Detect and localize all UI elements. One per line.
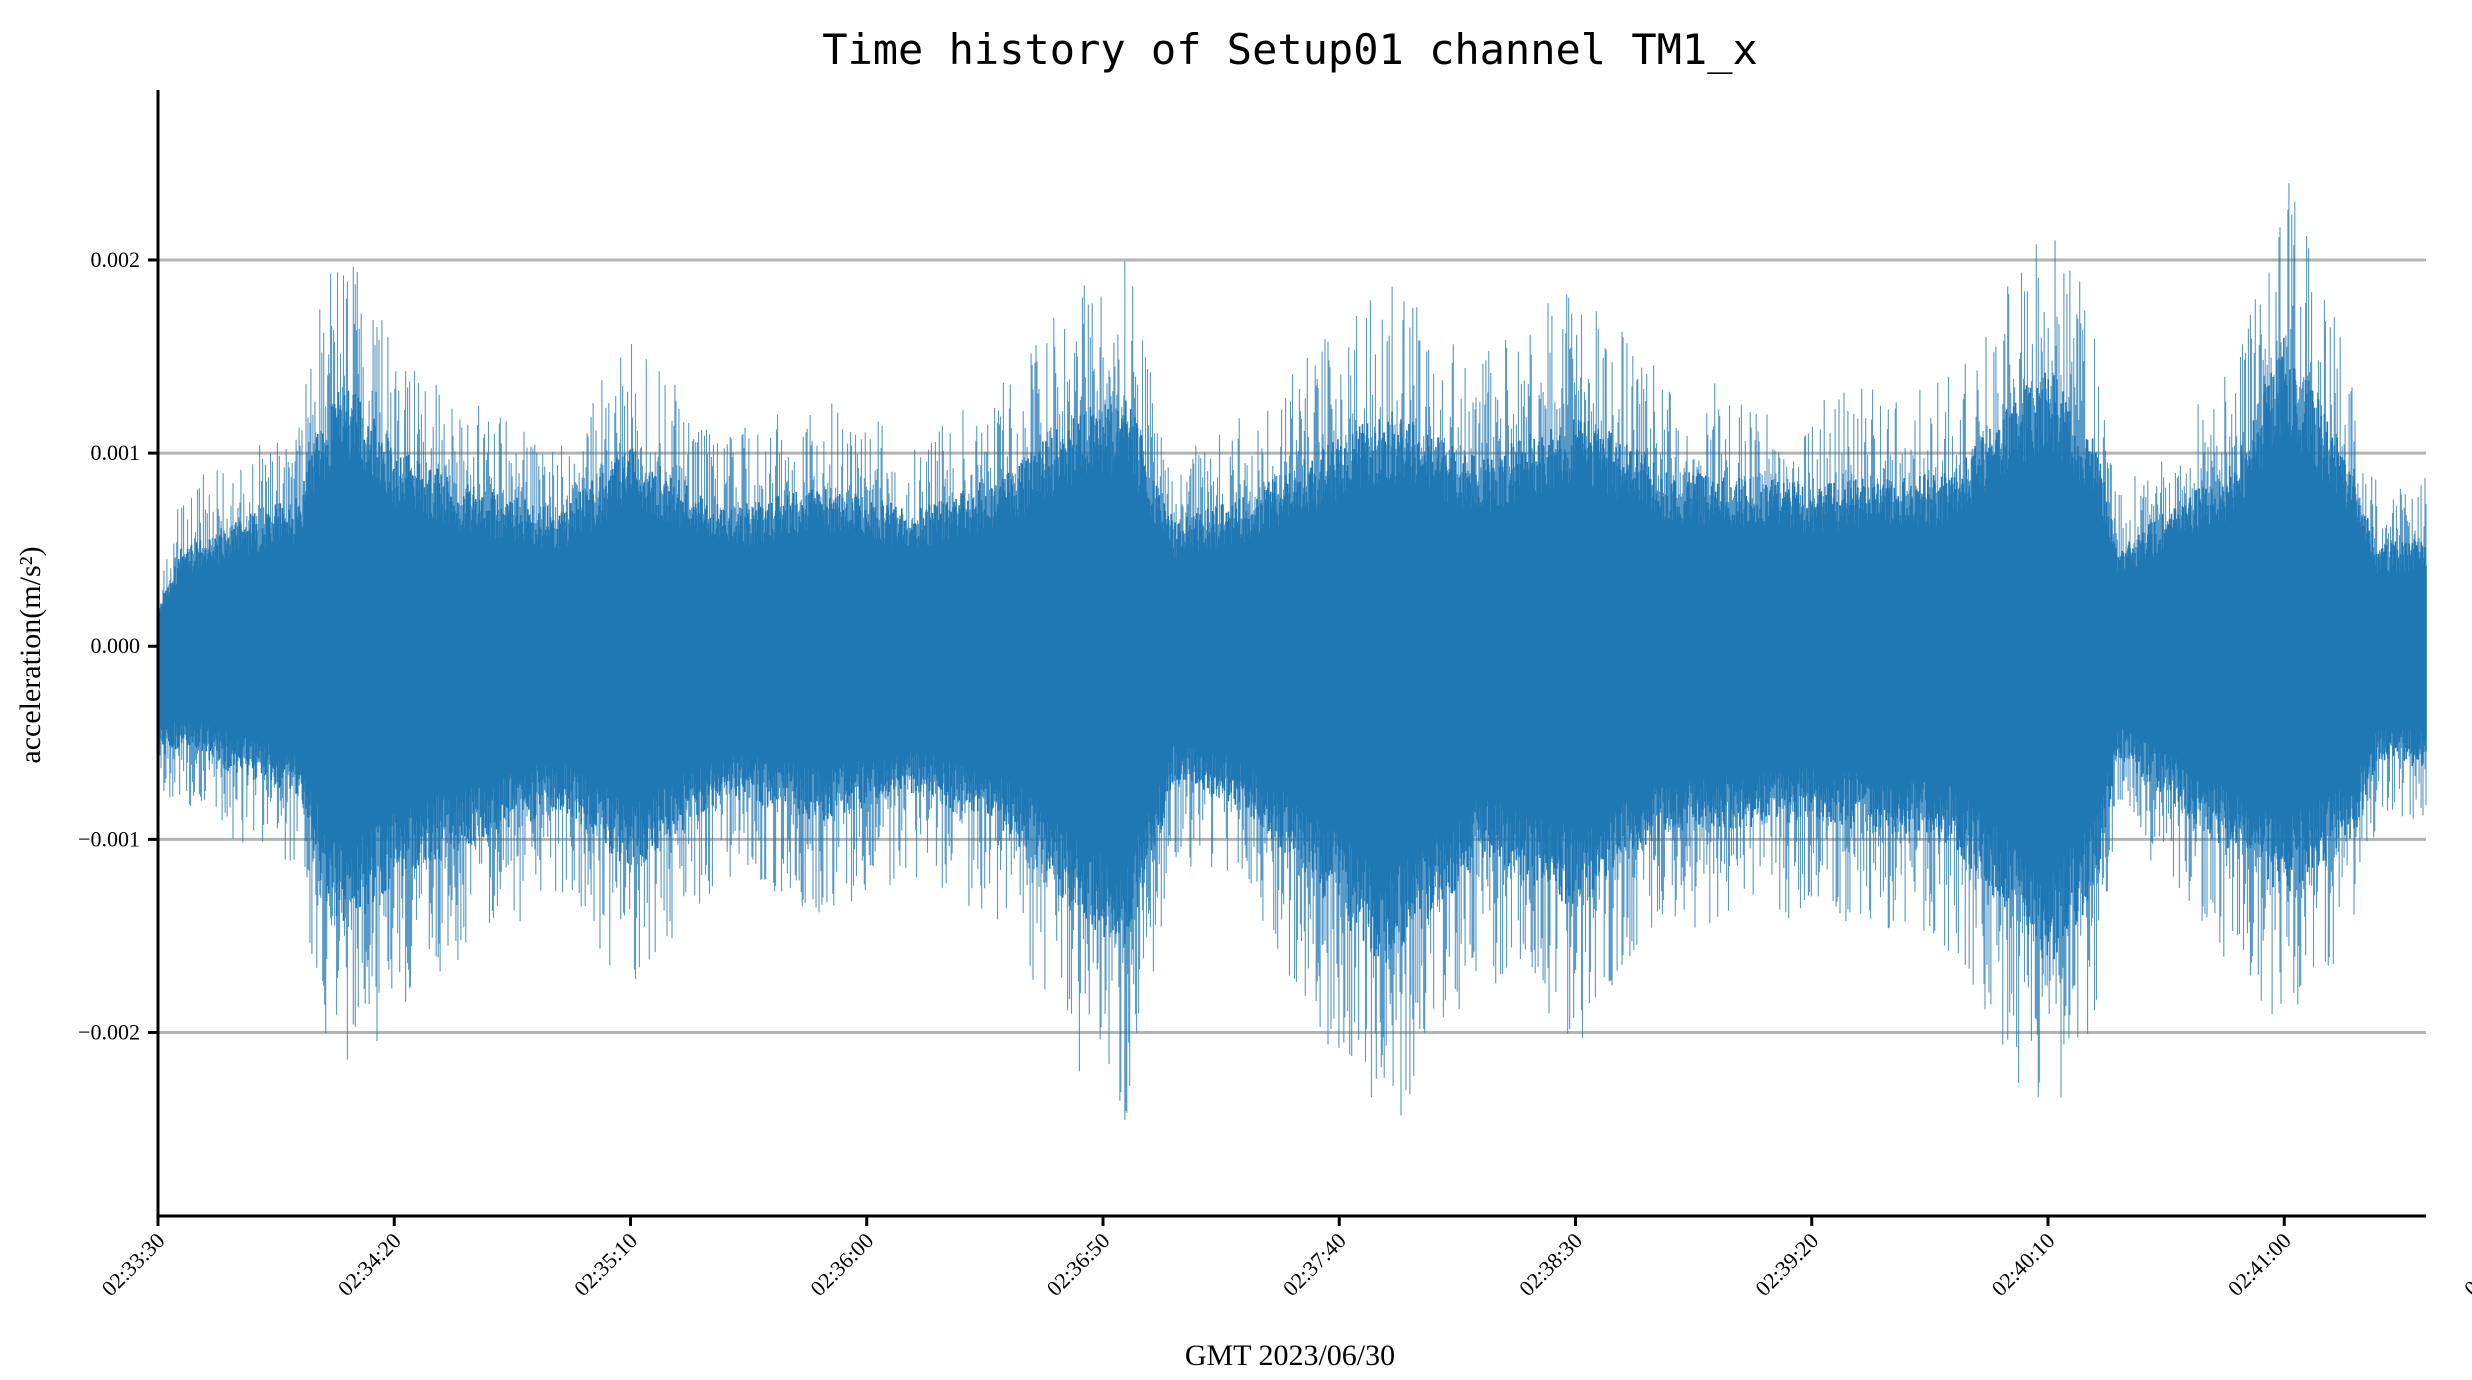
- signal-series: [157, 183, 2427, 1120]
- x-tick-label: 02:41:00: [2223, 1228, 2296, 1301]
- x-tick-label: 02:38:30: [1514, 1228, 1587, 1301]
- y-axis-label: acceleration(m/s²): [14, 546, 47, 763]
- x-axis-ticks: 02:33:30 02:34:20 02:35:10 02:36:00 02:36:50…: [97, 1216, 2472, 1301]
- x-tick-label: 02:37:40: [1278, 1228, 1351, 1301]
- x-tick-label: 02:40:10: [1987, 1228, 2060, 1301]
- y-tick-label: −0.001: [78, 826, 140, 851]
- x-tick-label: 02:41:00: [2459, 1228, 2472, 1301]
- y-tick-label: 0.002: [91, 247, 141, 272]
- y-tick-label: 0.000: [91, 633, 141, 658]
- x-tick-label: 02:39:20: [1750, 1228, 1823, 1301]
- x-tick-label: 02:36:00: [805, 1228, 878, 1301]
- x-tick-label: 02:33:30: [97, 1228, 170, 1301]
- y-tick-label: 0.001: [91, 440, 141, 465]
- x-tick-label: 02:34:20: [333, 1228, 406, 1301]
- chart-title: Time history of Setup01 channel TM1_x: [822, 25, 1758, 74]
- x-tick-label: 02:36:50: [1042, 1228, 1115, 1301]
- x-tick-label: 02:35:10: [569, 1228, 642, 1301]
- x-axis-label: GMT 2023/06/30: [1185, 1339, 1395, 1372]
- y-axis-ticks: 0.002 0.001 0.000 −0.001 −0.002: [78, 247, 158, 1045]
- y-tick-label: −0.002: [78, 1020, 140, 1045]
